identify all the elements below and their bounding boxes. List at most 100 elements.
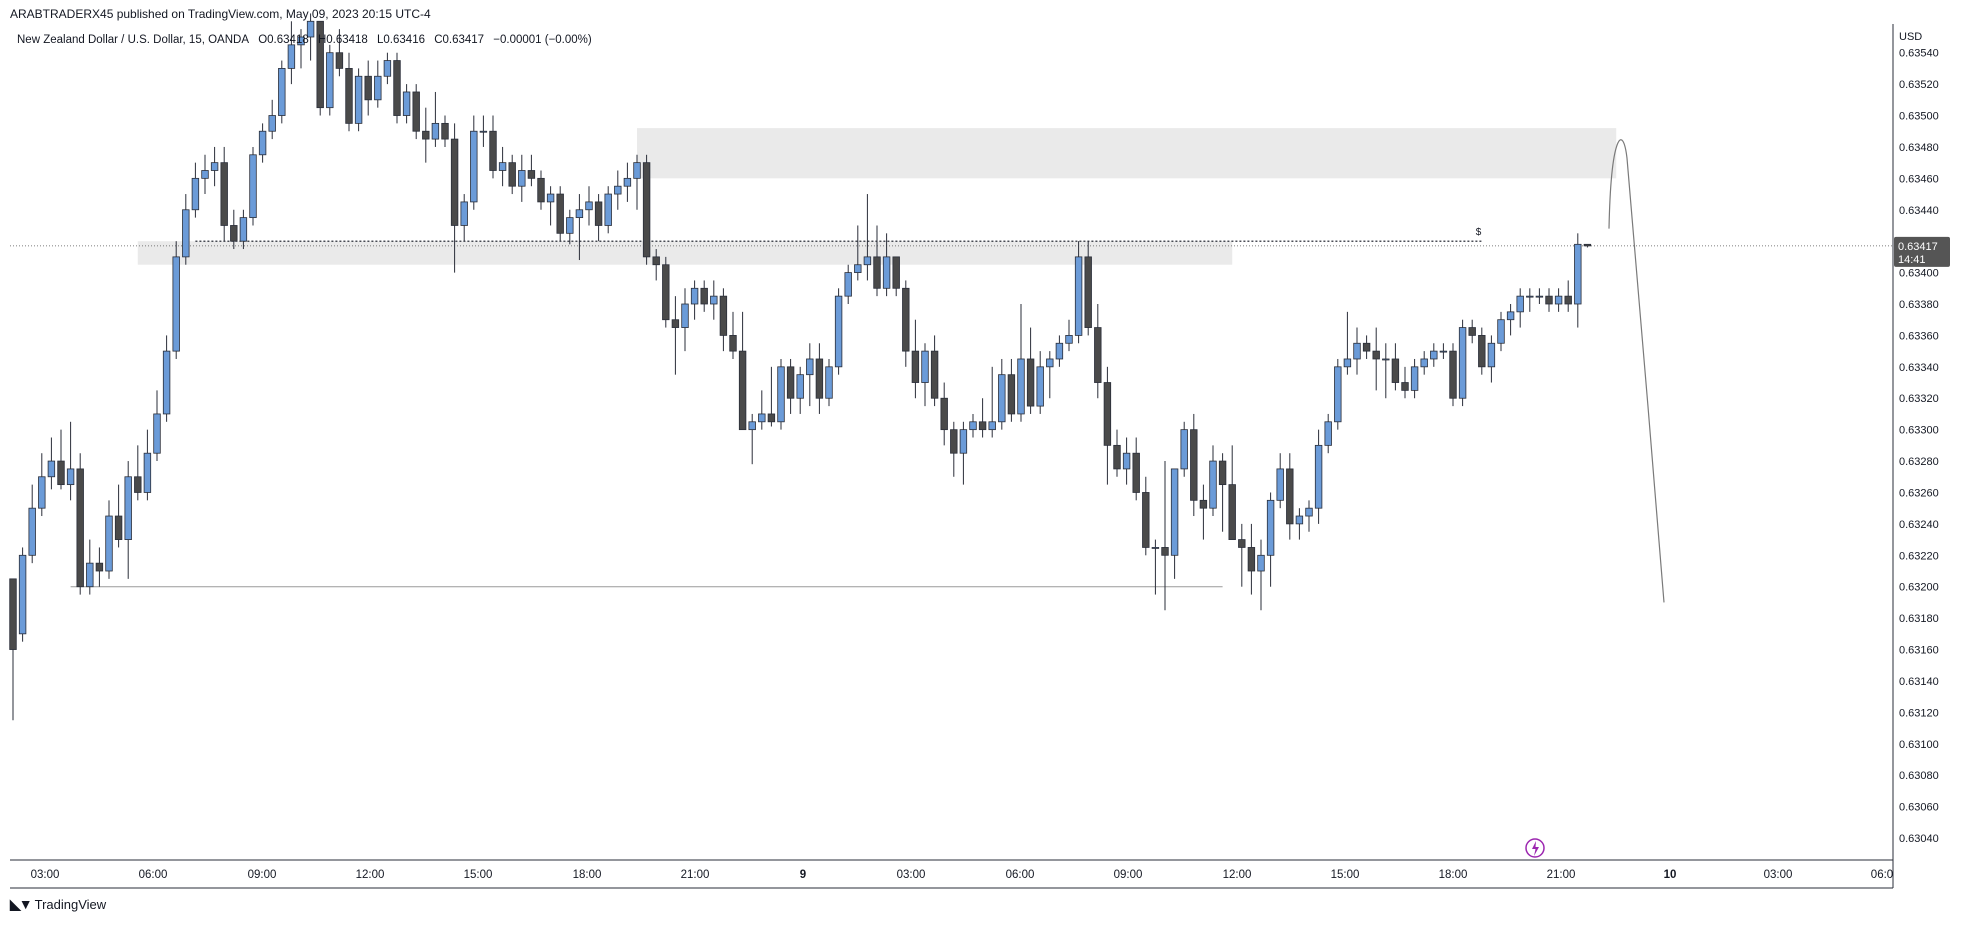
candle [575,194,584,261]
candle [374,60,382,108]
candle [796,366,804,414]
symbol-legend[interactable]: New Zealand Dollar / U.S. Dollar, 15, OA… [17,34,598,46]
candle-body [431,122,440,140]
candle-body [921,350,929,383]
candle [681,288,689,352]
candle [1564,280,1572,312]
candle-body [796,374,804,399]
candle [1526,288,1534,312]
candle [1324,413,1332,454]
candle [690,280,699,320]
candle [700,280,708,312]
candle-body [1113,444,1121,470]
candle [47,437,56,490]
time-tick-label: 03:00 [31,869,60,881]
candle-body [9,578,17,650]
candle-body [335,52,344,69]
lightning-alert-icon[interactable] [1525,838,1545,858]
candle-body [748,421,756,431]
candle-body [258,130,267,156]
candle-body [162,350,171,415]
candle [268,99,276,140]
candle-body [1094,327,1102,383]
candle [28,484,36,564]
candle-body [854,264,862,273]
candle [86,539,94,595]
candle [383,52,392,85]
candle [1055,335,1064,367]
candle-body [998,374,1006,423]
candle-body [671,319,680,328]
candle [1295,508,1304,540]
candle [1180,421,1188,477]
price-tick-label: 0.63520 [1899,79,1939,91]
candle-body [1506,311,1515,321]
ohlc-close: C0.63417 [434,34,485,46]
candle [959,421,968,485]
candle-body [210,162,219,171]
candle [1276,453,1284,509]
candle [556,186,564,242]
price-tick-label: 0.63100 [1899,739,1939,751]
price-tick-label: 0.63400 [1899,268,1939,280]
candle-body [834,295,843,368]
candle [623,162,632,202]
candle [9,578,17,721]
candle [230,209,238,250]
candle [38,453,46,517]
candle-body [220,162,228,226]
candle-body [153,413,161,454]
candle-body [287,44,296,69]
candle-body [700,287,708,305]
candle-body [441,122,449,140]
candle [172,241,180,359]
candle [1094,304,1102,399]
candle-body [729,335,737,352]
candle [642,154,651,265]
candle-body [1218,460,1227,486]
time-tick-label: 09:00 [248,869,277,881]
candle [1046,351,1054,399]
candle [998,358,1006,430]
candle [1382,343,1390,399]
candle [114,484,123,548]
candle-body [892,256,900,289]
candle-body [806,358,814,376]
candle [134,445,142,501]
candle-body [585,201,593,211]
candle-body [988,421,996,431]
candle [1583,243,1592,248]
candle-body [412,91,420,132]
candle [278,60,286,124]
time-tick-label: 15:00 [1331,869,1360,881]
candle [710,280,718,320]
candle [719,288,728,352]
candle [105,500,113,579]
time-tick-label: 06:0 [1871,869,1893,881]
candle-body [1103,382,1112,446]
candle-body [527,170,536,179]
candle-body [1516,295,1524,313]
price-tick-label: 0.63040 [1899,833,1939,845]
price-tick-label: 0.63220 [1899,550,1939,562]
candle-body [556,193,564,234]
tradingview-brand[interactable]: ◣▼ TradingView [10,896,106,913]
candle-body [940,397,948,431]
price-tick-label: 0.63320 [1899,393,1939,405]
candle-body [537,177,545,203]
candle [1113,429,1121,477]
candle [585,186,593,226]
candle-body [863,256,872,266]
candle [1218,453,1227,532]
candle [1007,358,1016,422]
candle [364,60,372,116]
candle [220,146,228,242]
candle [1535,288,1544,304]
lightning-bolt-glyph [1532,841,1539,856]
candle-body [268,115,276,132]
candle [153,390,161,462]
candle [412,84,420,140]
candle-body [1151,547,1160,549]
